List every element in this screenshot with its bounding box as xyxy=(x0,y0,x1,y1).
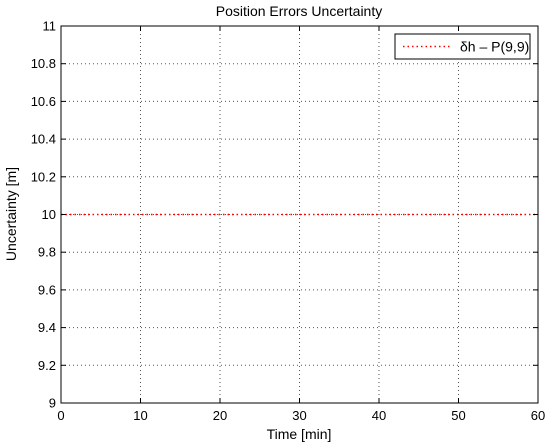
y-tick-label: 10 xyxy=(42,207,56,222)
y-tick-label: 9.4 xyxy=(38,320,56,335)
x-axis-label: Time [min] xyxy=(267,426,332,442)
y-tick-label: 9.2 xyxy=(38,358,56,373)
x-tick-label: 10 xyxy=(133,408,147,423)
y-axis-label: Uncertainty [m] xyxy=(3,167,19,261)
x-tick-label: 40 xyxy=(372,408,386,423)
y-tick-label: 9.8 xyxy=(38,245,56,260)
x-tick-label: 20 xyxy=(213,408,227,423)
y-tick-label: 9 xyxy=(49,396,56,411)
y-tick-labels: 9 9.2 9.4 9.6 9.8 10 10.2 10.4 10.6 10.8 11 xyxy=(31,19,56,411)
x-tick-label: 50 xyxy=(451,408,465,423)
legend-label: δh – P(9,9) xyxy=(460,39,529,55)
y-tick-label: 10.2 xyxy=(31,169,56,184)
tick-marks xyxy=(60,25,539,404)
y-tick-label: 10.8 xyxy=(31,56,56,71)
x-tick-labels: 0 10 20 30 40 50 60 xyxy=(57,408,545,423)
x-tick-label: 0 xyxy=(57,408,64,423)
y-tick-label: 10.6 xyxy=(31,94,56,109)
x-tick-label: 30 xyxy=(292,408,306,423)
legend: δh – P(9,9) xyxy=(394,33,531,60)
y-tick-label: 10.4 xyxy=(31,132,56,147)
y-tick-label: 11 xyxy=(43,19,57,34)
x-tick-label: 60 xyxy=(531,408,545,423)
chart-title: Position Errors Uncertainty xyxy=(216,3,383,19)
y-tick-label: 9.6 xyxy=(38,282,56,297)
